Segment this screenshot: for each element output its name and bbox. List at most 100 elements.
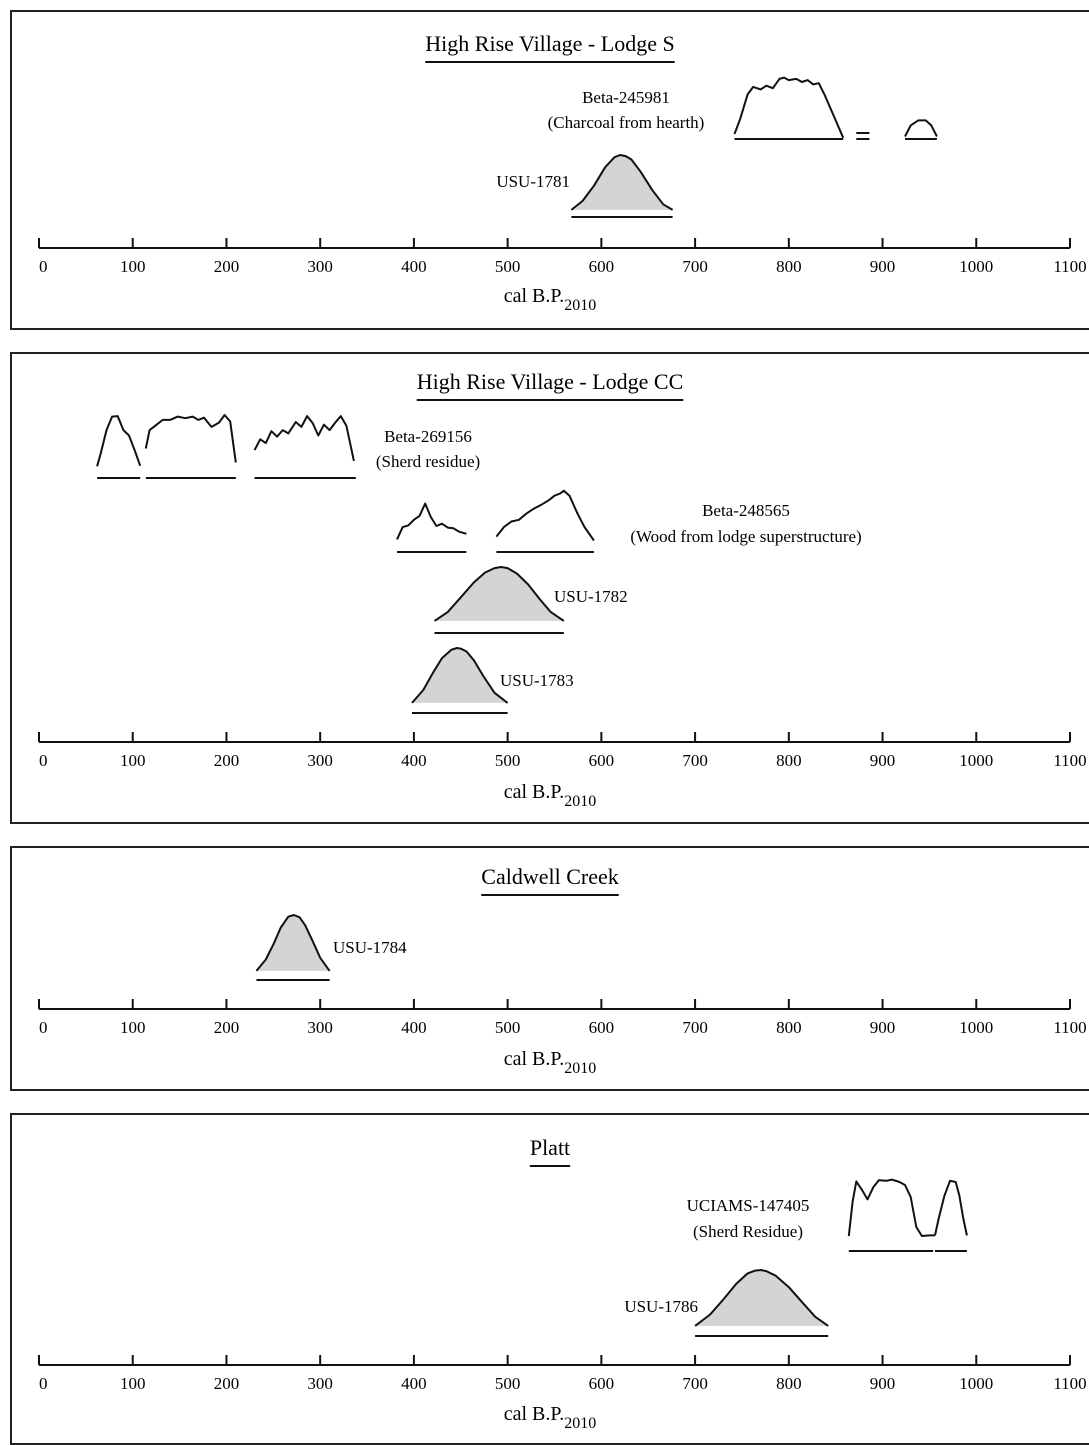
- x-tick-label: 0: [39, 751, 48, 770]
- probability-curve: [694, 1269, 829, 1327]
- x-axis-label: cal B.P.2010: [504, 285, 597, 314]
- sample-id: USU-1786: [624, 1297, 698, 1316]
- probability-curve: [96, 415, 142, 467]
- x-tick-label: 300: [307, 1374, 333, 1393]
- x-tick-label: 1100: [1053, 1374, 1086, 1393]
- x-tick-label: 0: [39, 1374, 48, 1393]
- probability-curve: [396, 502, 467, 540]
- x-tick-label: 100: [120, 1018, 146, 1037]
- x-tick-label: 100: [120, 257, 146, 276]
- date-beta-248565: Beta-248565 (Wood from lodge superstructu…: [396, 489, 862, 553]
- panel-lodge-s: High Rise Village - Lodge S 0 100 200 300 400…: [10, 10, 1089, 330]
- probability-fill: [412, 648, 508, 703]
- x-tick-label: 1000: [959, 1374, 993, 1393]
- date-usu-1786: USU-1786: [624, 1269, 829, 1337]
- x-tick-label: 400: [401, 751, 427, 770]
- x-axis-label: cal B.P.2010: [504, 781, 597, 810]
- chart-lodge-cc: High Rise Village - Lodge CC 0 100 200 300 40…: [38, 369, 1087, 810]
- x-tick-label: 1100: [1053, 751, 1086, 770]
- panel-lodge-cc: High Rise Village - Lodge CC 0 100 200 300 40…: [10, 352, 1089, 824]
- probability-fill: [695, 1270, 829, 1326]
- date-usu-1783: USU-1783: [411, 647, 574, 714]
- x-tick-label: 600: [589, 1018, 615, 1037]
- x-tick-label: 400: [401, 1374, 427, 1393]
- probability-fill: [434, 567, 564, 621]
- x-tick-label: 300: [307, 751, 333, 770]
- date-beta-245981: Beta-245981 (Charcoal from hearth): [548, 76, 938, 140]
- x-tick-label: 200: [214, 257, 240, 276]
- probability-fill: [256, 915, 330, 971]
- sample-note: (Sherd residue): [376, 452, 480, 471]
- x-tick-label: 900: [870, 751, 896, 770]
- x-tick-label: 700: [682, 1374, 708, 1393]
- x-tick-label: 100: [120, 751, 146, 770]
- sample-id: UCIAMS-147405: [687, 1196, 810, 1215]
- probability-curve: [847, 1178, 935, 1237]
- date-uciams-147405: UCIAMS-147405 (Sherd Residue): [687, 1178, 968, 1252]
- probability-curve: [253, 415, 355, 462]
- x-tick-label: 200: [214, 751, 240, 770]
- probability-curve: [411, 647, 509, 704]
- probability-curve: [495, 489, 595, 542]
- sample-id: Beta-269156: [384, 427, 472, 446]
- x-tick-label: 800: [776, 1018, 802, 1037]
- date-beta-269156: Beta-269156 (Sherd residue): [96, 414, 480, 479]
- x-tick-label: 1000: [959, 1018, 993, 1037]
- panel-title: Caldwell Creek: [481, 864, 618, 889]
- panel-title: High Rise Village - Lodge S: [425, 31, 674, 56]
- x-tick-label: 0: [39, 257, 48, 276]
- probability-curve: [934, 1179, 968, 1236]
- x-tick-label: 700: [682, 1018, 708, 1037]
- probability-curve: [433, 566, 565, 622]
- x-tick-label: 1100: [1053, 1018, 1086, 1037]
- sample-note: (Charcoal from hearth): [548, 113, 705, 132]
- x-tick-label: 400: [401, 1018, 427, 1037]
- chart-lodge-s: High Rise Village - Lodge S 0 100 200 300 400…: [38, 31, 1087, 314]
- x-tick-label: 500: [495, 751, 521, 770]
- x-tick-label: 800: [776, 1374, 802, 1393]
- x-tick-label: 1000: [959, 257, 993, 276]
- sample-id: USU-1783: [500, 671, 574, 690]
- date-usu-1781: USU-1781: [496, 154, 674, 218]
- x-tick-label: 1100: [1053, 257, 1086, 276]
- chart-caldwell-creek: Caldwell Creek 0 100 200 300 400 500 600 700 800 9…: [38, 864, 1087, 1077]
- x-tick-label: 600: [589, 257, 615, 276]
- sample-id: USU-1782: [554, 587, 628, 606]
- x-tick-label: 600: [589, 751, 615, 770]
- x-tick-label: 500: [495, 1374, 521, 1393]
- x-tick-label: 100: [120, 1374, 146, 1393]
- x-tick-label: 900: [870, 1018, 896, 1037]
- x-tick-label: 800: [776, 751, 802, 770]
- x-tick-label: 0: [39, 1018, 48, 1037]
- probability-curve: [255, 914, 331, 972]
- x-tick-label: 1000: [959, 751, 993, 770]
- panel-platt: Platt 0 100 200 300 400 500 600 700 800 900 1000 110…: [10, 1113, 1089, 1445]
- probability-curve: [904, 119, 938, 137]
- sample-note: (Wood from lodge superstructure): [630, 527, 861, 546]
- x-tick-label: 500: [495, 1018, 521, 1037]
- x-tick-label: 400: [401, 257, 427, 276]
- probability-curve: [733, 76, 845, 139]
- x-tick-label: 300: [307, 1018, 333, 1037]
- x-tick-label: 500: [495, 257, 521, 276]
- sample-id: Beta-248565: [702, 501, 790, 520]
- x-axis-label: cal B.P.2010: [504, 1048, 597, 1077]
- date-usu-1784: USU-1784: [255, 914, 407, 981]
- x-tick-label: 700: [682, 751, 708, 770]
- sample-note: (Sherd Residue): [693, 1222, 803, 1241]
- chart-platt: Platt 0 100 200 300 400 500 600 700 800 900 1000 110…: [38, 1135, 1087, 1432]
- x-tick-label: 200: [214, 1374, 240, 1393]
- probability-fill: [571, 155, 673, 210]
- x-tick-label: 900: [870, 257, 896, 276]
- x-axis-label: cal B.P.2010: [504, 1403, 597, 1432]
- x-tick-label: 600: [589, 1374, 615, 1393]
- x-tick-label: 900: [870, 1374, 896, 1393]
- panel-caldwell-creek: Caldwell Creek 0 100 200 300 400 500 600 700 800 9…: [10, 846, 1089, 1091]
- x-tick-label: 200: [214, 1018, 240, 1037]
- x-tick-label: 700: [682, 257, 708, 276]
- sample-id: Beta-245981: [582, 88, 670, 107]
- probability-curve: [570, 154, 674, 211]
- sample-id: USU-1781: [496, 172, 570, 191]
- x-tick-label: 300: [307, 257, 333, 276]
- panel-title: High Rise Village - Lodge CC: [417, 369, 684, 394]
